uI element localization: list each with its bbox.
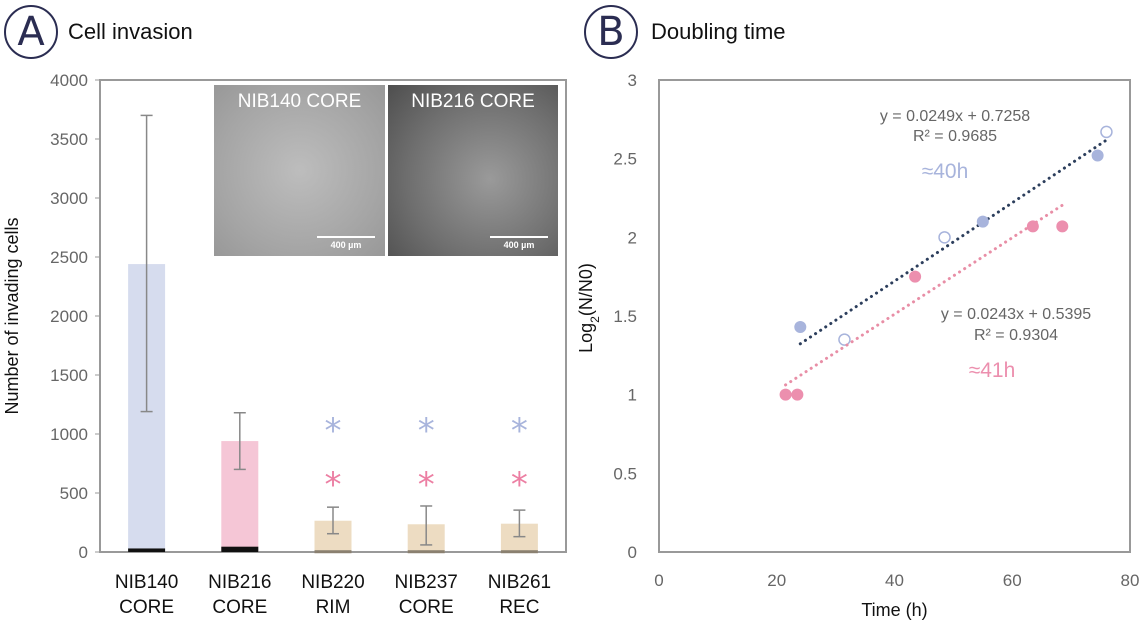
y-axis-label: Number of invading cells bbox=[2, 217, 22, 414]
doubling-time-label: ≈41h bbox=[969, 359, 1016, 382]
y-axis-label: Log2(N/N0) bbox=[576, 263, 602, 353]
panel-a-badge: A bbox=[4, 5, 58, 59]
significance-asterisk: * bbox=[511, 465, 528, 505]
y-tick-label: 0.5 bbox=[613, 464, 637, 483]
bar-baseline-segment bbox=[128, 548, 166, 552]
y-tick-label: 3000 bbox=[50, 189, 88, 208]
scale-bar-label: 400 µm bbox=[330, 240, 362, 250]
x-category-sublabel: CORE bbox=[399, 597, 454, 618]
scale-bar: 400 µm bbox=[317, 236, 375, 250]
x-tick-label: 40 bbox=[885, 571, 904, 590]
y-axis-label-rest: (N/N0) bbox=[576, 263, 596, 316]
x-category-label: NIB261 bbox=[488, 572, 551, 593]
panel-b-badge: B bbox=[584, 5, 638, 59]
y-tick-label: 4000 bbox=[50, 71, 88, 90]
x-category-sublabel: REC bbox=[499, 597, 539, 618]
bar-baseline-segment bbox=[407, 550, 445, 554]
trend-equation: y = 0.0243x + 0.5395 bbox=[941, 306, 1091, 323]
x-category-sublabel: RIM bbox=[316, 597, 351, 618]
bar-baseline-segment bbox=[500, 550, 538, 554]
significance-asterisk: * bbox=[418, 411, 435, 451]
data-point-filled bbox=[791, 388, 804, 401]
x-category-label: NIB237 bbox=[395, 572, 458, 593]
bar-baseline-segment bbox=[221, 546, 259, 552]
x-category-sublabel: CORE bbox=[119, 597, 174, 618]
data-point-filled bbox=[794, 321, 807, 334]
scale-bar: 400 µm bbox=[490, 236, 548, 250]
panel-a-title: Cell invasion bbox=[68, 19, 193, 44]
y-tick-label: 1.5 bbox=[613, 307, 637, 326]
y-tick-label: 1500 bbox=[50, 366, 88, 385]
trend-equation: y = 0.0249x + 0.7258 bbox=[880, 108, 1030, 125]
trendline bbox=[784, 203, 1064, 387]
y-tick-label: 0 bbox=[628, 543, 637, 562]
data-point-filled bbox=[1026, 220, 1039, 233]
trendline bbox=[798, 138, 1108, 346]
y-tick-label: 2.5 bbox=[613, 150, 637, 169]
data-point-filled bbox=[976, 215, 989, 228]
x-category-label: NIB140 bbox=[115, 572, 178, 593]
significance-asterisk: * bbox=[511, 411, 528, 451]
x-tick-label: 60 bbox=[1003, 571, 1022, 590]
plot-frame bbox=[658, 79, 1131, 553]
data-point-filled bbox=[1056, 220, 1069, 233]
y-tick-label: 2500 bbox=[50, 248, 88, 267]
x-category-label: NIB216 bbox=[208, 572, 271, 593]
x-tick-label: 20 bbox=[767, 571, 786, 590]
micrograph-label: NIB140 CORE bbox=[237, 91, 362, 112]
y-tick-label: 3 bbox=[628, 71, 637, 90]
x-category-sublabel: CORE bbox=[212, 597, 267, 618]
data-point-filled bbox=[909, 270, 922, 283]
y-axis-label-subscript: 2 bbox=[588, 316, 602, 323]
y-tick-label: 3500 bbox=[50, 130, 88, 149]
micrograph-nib140: NIB140 CORE 400 µm bbox=[214, 85, 385, 256]
y-tick-label: 0 bbox=[79, 543, 88, 562]
x-category-label: NIB220 bbox=[301, 572, 364, 593]
y-tick-label: 2 bbox=[628, 228, 637, 247]
data-point-open bbox=[938, 231, 951, 244]
significance-asterisk: * bbox=[325, 411, 342, 451]
bar-baseline-segment bbox=[314, 550, 352, 554]
y-tick-label: 1000 bbox=[50, 425, 88, 444]
data-point-open bbox=[1100, 125, 1113, 139]
x-axis-label: Time (h) bbox=[861, 600, 927, 620]
micrograph-nib216: NIB216 CORE 400 µm bbox=[388, 85, 558, 256]
y-tick-label: 500 bbox=[60, 484, 88, 503]
panel-b-title: Doubling time bbox=[651, 19, 786, 44]
trend-r-squared: R² = 0.9685 bbox=[913, 128, 997, 145]
micrograph-label: NIB216 CORE bbox=[411, 91, 535, 112]
y-axis-label-main: Log bbox=[576, 323, 596, 353]
data-point-filled bbox=[779, 388, 792, 401]
significance-asterisk: * bbox=[325, 465, 342, 505]
doubling-time-label: ≈40h bbox=[922, 160, 969, 183]
y-tick-label: 1 bbox=[628, 386, 637, 405]
x-tick-label: 0 bbox=[654, 571, 663, 590]
x-tick-label: 80 bbox=[1121, 571, 1140, 590]
significance-asterisk: * bbox=[418, 465, 435, 505]
data-point-filled bbox=[1091, 149, 1104, 162]
data-point-open bbox=[838, 333, 851, 346]
trend-r-squared: R² = 0.9304 bbox=[974, 327, 1058, 344]
y-tick-label: 2000 bbox=[50, 307, 88, 326]
scale-bar-label: 400 µm bbox=[503, 240, 535, 250]
